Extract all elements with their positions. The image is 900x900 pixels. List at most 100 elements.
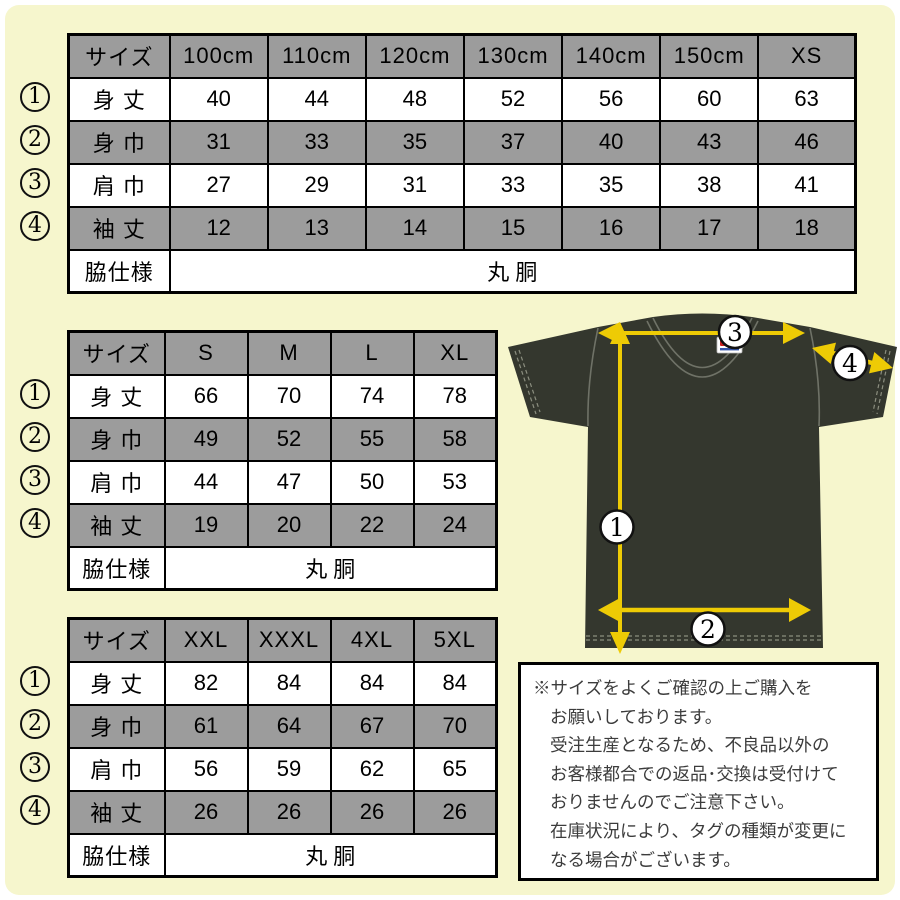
table-row: 肩 巾 27 29 31 33 35 38 41: [67, 162, 857, 208]
size-value: 70: [412, 703, 498, 749]
size-value: 78: [412, 373, 498, 419]
table-row: 肩 巾 44 47 50 53: [67, 459, 498, 505]
side-spec-value: 丸 胴: [168, 248, 857, 294]
diagram-marker-4: 4: [831, 344, 869, 382]
note-line: お客様都合での返品･交換は受付けて: [550, 763, 839, 784]
size-value: 84: [329, 660, 415, 706]
size-value: 66: [163, 373, 249, 419]
row-label: 身 巾: [67, 416, 166, 462]
size-value: 31: [168, 119, 269, 165]
side-spec-value: 丸 胴: [163, 832, 498, 878]
row-label: 身 巾: [67, 119, 171, 165]
marker-circle-1: 1: [20, 379, 50, 409]
marker-circle-3: 3: [20, 752, 50, 782]
size-value: 37: [462, 119, 564, 165]
table-row: 袖 丈 26 26 26 26: [67, 789, 498, 835]
col-header: M: [246, 330, 332, 376]
tshirt-silhouette: [508, 313, 897, 648]
col-header: S: [163, 330, 249, 376]
row-label: 身 丈: [67, 660, 166, 706]
size-value: 50: [329, 459, 415, 505]
table-row: 袖 丈 12 13 14 15 16 17 18: [67, 205, 857, 251]
size-value: 18: [757, 205, 857, 251]
note-line: お願いしております。: [550, 706, 723, 727]
row-label: 身 丈: [67, 76, 171, 122]
diagram-marker-1: 1: [599, 509, 635, 545]
size-header-cell: サイズ: [67, 617, 166, 663]
size-value: 19: [163, 502, 249, 548]
size-value: 44: [163, 459, 249, 505]
row-label: 身 巾: [67, 703, 166, 749]
size-value: 22: [329, 502, 415, 548]
tshirt-diagram: 3 4 1 2: [505, 300, 900, 660]
size-value: 24: [412, 502, 498, 548]
size-value: 46: [757, 119, 857, 165]
row-label: 肩 巾: [67, 746, 166, 792]
diagram-marker-3: 3: [717, 314, 753, 350]
size-value: 35: [364, 119, 465, 165]
col-header: 130cm: [462, 33, 564, 79]
size-value: 12: [168, 205, 269, 251]
size-table-kids: サイズ 100cm 110cm 120cm 130cm 140cm 150cm …: [67, 33, 857, 294]
note-line: ※サイズをよくご確認の上ご購入を: [533, 678, 813, 698]
size-value: 56: [561, 76, 662, 122]
col-header: 120cm: [364, 33, 465, 79]
col-header: 100cm: [168, 33, 269, 79]
size-header-cell: サイズ: [67, 33, 171, 79]
note-line: 在庫状況により、タグの種類が変更に: [550, 820, 847, 841]
size-value: 59: [246, 746, 332, 792]
table-row: 身 巾 31 33 35 37 40 43 46: [67, 119, 857, 165]
size-value: 26: [163, 789, 249, 835]
note-line: 受注生産となるため、不良品以外の: [550, 735, 830, 756]
marker-circle-2: 2: [20, 709, 50, 739]
size-value: 53: [412, 459, 498, 505]
table-row: 身 丈 66 70 74 78: [67, 373, 498, 419]
size-value: 27: [168, 162, 269, 208]
size-value: 67: [329, 703, 415, 749]
size-value: 29: [266, 162, 367, 208]
col-header: 110cm: [266, 33, 367, 79]
size-value: 63: [757, 76, 857, 122]
size-value: 26: [412, 789, 498, 835]
row-label: 袖 丈: [67, 789, 166, 835]
table-header-row: サイズ 100cm 110cm 120cm 130cm 140cm 150cm …: [67, 33, 857, 79]
col-header: L: [329, 330, 415, 376]
side-spec-label: 脇仕様: [67, 832, 166, 878]
size-value: 26: [329, 789, 415, 835]
table-row: 身 丈 82 84 84 84: [67, 660, 498, 706]
row-label: 袖 丈: [67, 205, 171, 251]
col-header: 4XL: [329, 617, 415, 663]
table-footer-row: 脇仕様 丸 胴: [67, 248, 857, 294]
size-value: 40: [561, 119, 662, 165]
size-value: 16: [561, 205, 662, 251]
table-row: 身 巾 49 52 55 58: [67, 416, 498, 462]
note-line: なる場合がございます。: [550, 849, 741, 870]
table-header-row: サイズ XXL XXXL 4XL 5XL: [67, 617, 498, 663]
arrow-shoulder-width: [598, 322, 805, 344]
row-label: 肩 巾: [67, 162, 171, 208]
marker-circle-3: 3: [20, 465, 50, 495]
row-label: 袖 丈: [67, 502, 166, 548]
col-header: XXL: [163, 617, 249, 663]
size-value: 52: [462, 76, 564, 122]
size-value: 33: [462, 162, 564, 208]
size-value: 35: [561, 162, 662, 208]
size-value: 84: [412, 660, 498, 706]
size-value: 58: [412, 416, 498, 462]
row-label: 肩 巾: [67, 459, 166, 505]
size-value: 74: [329, 373, 415, 419]
size-value: 60: [659, 76, 760, 122]
size-value: 52: [246, 416, 332, 462]
svg-text:3: 3: [727, 318, 743, 347]
col-header: 5XL: [412, 617, 498, 663]
size-value: 70: [246, 373, 332, 419]
size-value: 15: [462, 205, 564, 251]
row-label: 身 丈: [67, 373, 166, 419]
table-row: 肩 巾 56 59 62 65: [67, 746, 498, 792]
col-header: XXXL: [246, 617, 332, 663]
marker-circle-2: 2: [20, 422, 50, 452]
size-value: 61: [163, 703, 249, 749]
size-value: 62: [329, 746, 415, 792]
size-value: 33: [266, 119, 367, 165]
size-value: 20: [246, 502, 332, 548]
